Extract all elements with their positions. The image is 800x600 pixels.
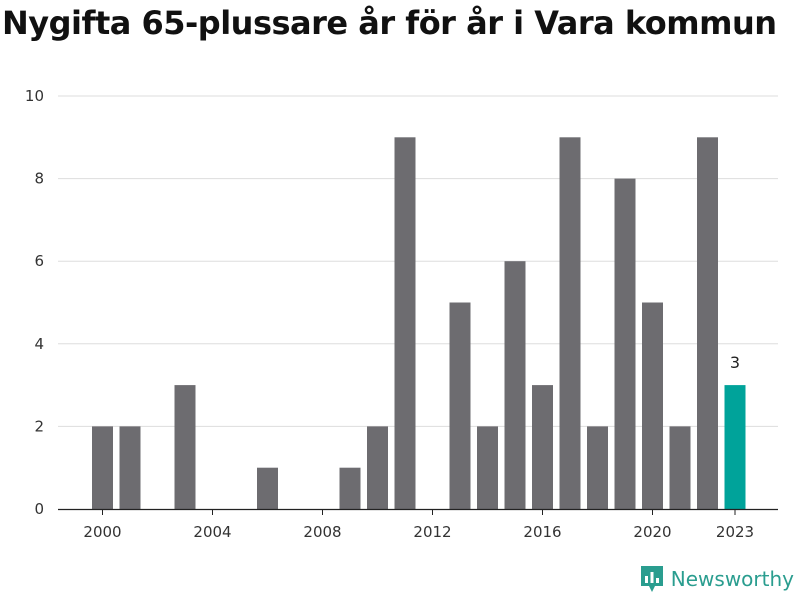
y-tick-label: 2 <box>34 417 44 435</box>
bar-2010 <box>367 426 388 509</box>
bar-2023 <box>724 385 746 509</box>
y-tick-label: 8 <box>34 170 44 188</box>
bar-2021 <box>669 426 691 509</box>
x-tick-label: 2004 <box>193 523 231 541</box>
data-label-2023: 3 <box>730 353 740 372</box>
bar-2001 <box>119 426 141 509</box>
newsworthy-logo-icon <box>640 566 663 592</box>
x-tick-label: 2016 <box>523 523 561 541</box>
x-tick-label: 2012 <box>413 523 451 541</box>
x-tick-label: 2023 <box>716 523 754 541</box>
brand-name: Newsworthy <box>670 567 794 591</box>
bar-2013 <box>449 302 471 509</box>
x-axis-ticks: 2000 2004 2008 2012 2016 2020 2023 <box>83 509 754 541</box>
y-tick-label: 10 <box>25 87 44 105</box>
bar-2003 <box>174 385 196 509</box>
y-axis-ticks: 0 2 4 6 8 10 <box>25 87 44 518</box>
bar-2016 <box>532 385 553 509</box>
bar-2018 <box>587 426 608 509</box>
bars <box>92 137 746 510</box>
bar-2017 <box>559 137 581 510</box>
bar-2006 <box>257 467 278 509</box>
chart-title: Nygifta 65-plussare år för år i Vara kom… <box>2 4 777 42</box>
bar-2000 <box>92 426 113 509</box>
bar-2019 <box>614 178 636 509</box>
y-tick-label: 6 <box>34 252 44 270</box>
bar-2015 <box>504 261 526 509</box>
bar-2011 <box>394 137 416 510</box>
data-labels: 3 <box>730 353 740 372</box>
x-tick-label: 2000 <box>83 523 121 541</box>
y-tick-label: 4 <box>34 335 44 353</box>
x-tick-label: 2008 <box>303 523 341 541</box>
grid-lines <box>58 95 778 427</box>
bar-2009 <box>339 467 361 509</box>
bar-2020 <box>642 302 663 509</box>
y-tick-label: 0 <box>34 500 44 518</box>
bar-2022 <box>697 137 718 510</box>
x-tick-label: 2020 <box>633 523 671 541</box>
bar-2014 <box>477 426 498 509</box>
brand-logo: Newsworthy <box>639 564 794 594</box>
